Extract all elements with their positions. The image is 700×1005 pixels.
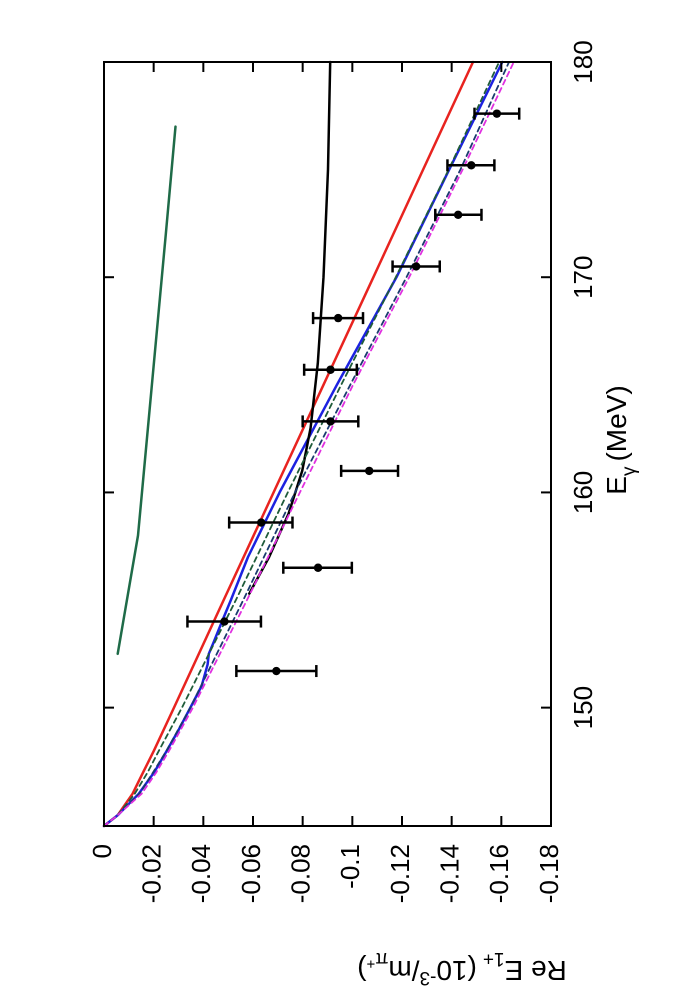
data-marker — [492, 109, 502, 118]
data-point-6 — [301, 415, 360, 428]
data-marker — [453, 210, 463, 219]
data-marker — [313, 563, 323, 572]
plot-area — [102, 60, 521, 828]
data-marker — [365, 466, 374, 476]
y-tick-label: -0.18 — [534, 844, 564, 903]
data-marker — [326, 417, 335, 426]
series-line-2 — [102, 60, 475, 828]
series-line-4 — [248, 60, 332, 595]
data-marker — [411, 262, 421, 271]
data-point-2 — [186, 615, 263, 628]
data-point-5 — [339, 464, 400, 477]
data-marker — [333, 313, 343, 323]
x-axis-title: Eγ(MeV) — [601, 385, 640, 494]
data-point-3 — [282, 561, 354, 574]
data-point-8 — [311, 312, 365, 325]
y-tick-label: -0.1 — [335, 844, 365, 889]
series-line-5 — [103, 61, 501, 827]
data-point-4 — [227, 516, 294, 529]
data-point-7 — [302, 363, 359, 376]
data-marker — [326, 365, 335, 374]
series-line-1 — [116, 125, 177, 656]
y-tick-label: -0.04 — [186, 844, 216, 903]
y-tick-label: -0.14 — [435, 844, 465, 903]
y-tick-label: -0.08 — [286, 844, 316, 903]
y-tick-label: -0.02 — [137, 844, 167, 903]
x-tick-label: 170 — [568, 256, 598, 299]
series-line-6 — [103, 61, 510, 827]
data-point-1 — [235, 665, 318, 678]
x-tick-label: 180 — [568, 40, 598, 83]
data-point-12 — [473, 107, 521, 120]
x-tick-label: 160 — [568, 471, 598, 514]
axis-ticks: 150 160 170 180 0 -0.02 -0.04 -0.06 -0.08 -0.1 -0.… — [87, 40, 598, 903]
plot-frame — [103, 61, 552, 827]
data-marker — [272, 666, 281, 676]
data-marker — [220, 617, 229, 626]
y-tick-label: -0.12 — [385, 844, 415, 903]
data-point-9 — [391, 260, 441, 273]
data-point-11 — [446, 159, 496, 172]
y-tick-label: 0 — [87, 844, 117, 858]
y-tick-label: -0.16 — [484, 844, 514, 903]
series-line-7 — [103, 61, 515, 827]
data-marker — [256, 518, 266, 527]
data-point-10 — [434, 208, 483, 221]
y-tick-label: -0.06 — [236, 844, 266, 903]
y-axis-title: Re E1+(10-3/mπ+) — [357, 948, 567, 988]
x-tick-label: 150 — [568, 686, 598, 729]
series-line-3 — [102, 60, 504, 828]
data-marker — [467, 161, 476, 170]
